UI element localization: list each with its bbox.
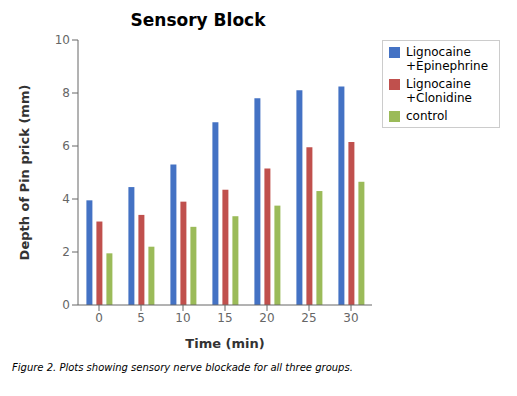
svg-text:30: 30 xyxy=(343,311,358,325)
svg-text:10: 10 xyxy=(175,311,190,325)
html-text:Lignocaine: Lignocaine xyxy=(406,77,471,91)
svg-text:8: 8 xyxy=(62,86,70,100)
svg-text:25: 25 xyxy=(301,311,316,325)
svg-text:6: 6 xyxy=(62,139,70,153)
svg-text:0: 0 xyxy=(95,311,103,325)
html-text:control: control xyxy=(406,109,448,123)
svg-text:0: 0 xyxy=(62,298,70,312)
svg-text:5: 5 xyxy=(137,311,145,325)
svg-text:15: 15 xyxy=(217,311,232,325)
svg-text:20: 20 xyxy=(259,311,274,325)
html-text:Lignocaine: Lignocaine xyxy=(406,45,471,59)
svg-text:Depth of Pin prick (mm): Depth of Pin prick (mm) xyxy=(17,85,32,261)
svg-text:2: 2 xyxy=(62,245,70,259)
svg-text:10: 10 xyxy=(55,33,70,47)
svg-text:4: 4 xyxy=(62,192,70,206)
html-text:+Clonidine: +Clonidine xyxy=(406,91,472,105)
html-text:Figure 2. Plots showing sensor: Figure 2. Plots showing sensory nerve bl… xyxy=(12,362,353,373)
html-text:+Epinephrine: +Epinephrine xyxy=(406,59,489,73)
svg-text:Time (min): Time (min) xyxy=(185,336,264,351)
html-text:Sensory Block: Sensory Block xyxy=(130,10,266,30)
